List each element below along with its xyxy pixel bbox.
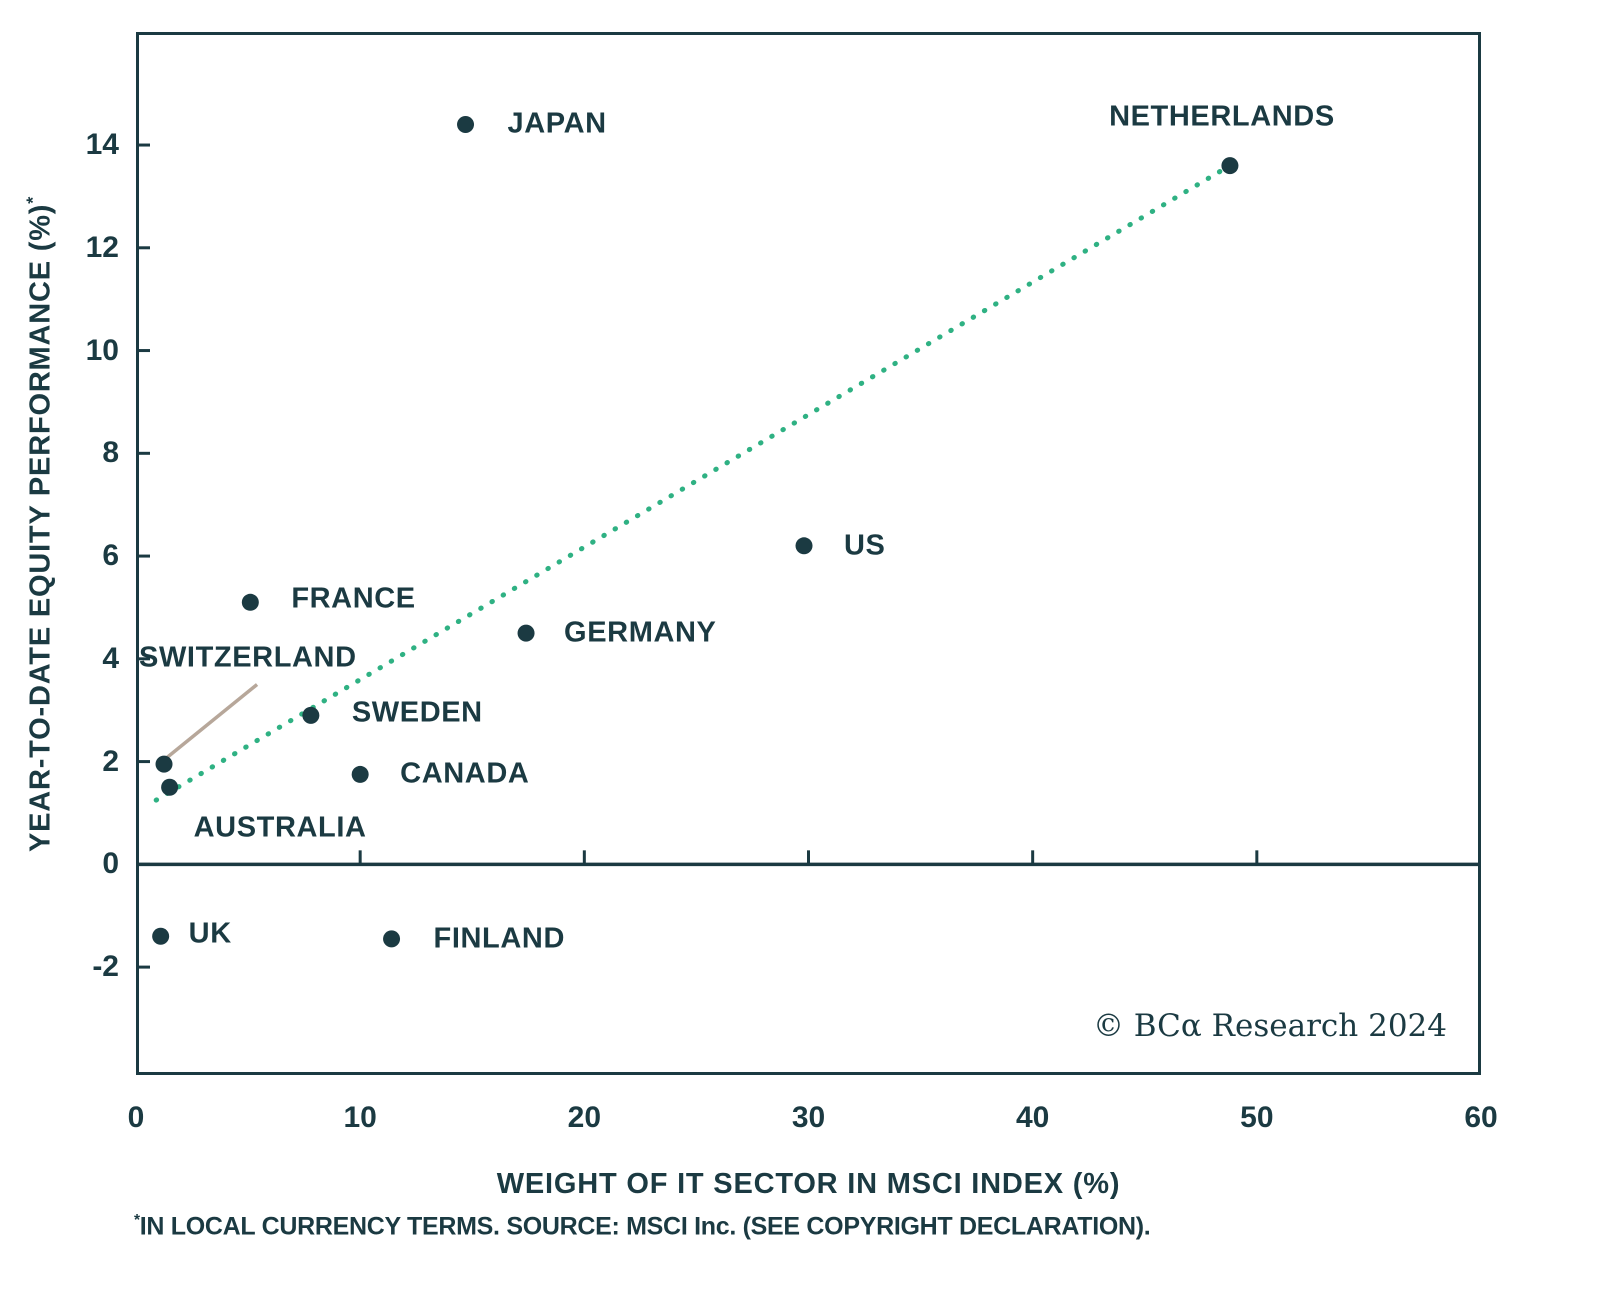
y-tick-label-14: 14 bbox=[85, 128, 119, 162]
footnote-text: IN LOCAL CURRENCY TERMS. SOURCE: MSCI In… bbox=[139, 1212, 1151, 1241]
footnote: *IN LOCAL CURRENCY TERMS. SOURCE: MSCI I… bbox=[134, 1212, 1151, 1241]
copyright-notice: © BCα Research 2024 bbox=[1092, 1008, 1447, 1044]
switzerland-pointer-line bbox=[164, 683, 259, 761]
point-label-australia: AUSTRALIA bbox=[193, 811, 367, 844]
data-point-canada bbox=[351, 765, 369, 783]
point-labels-layer: JAPAN NETHERLANDS US FRANCE GERMANY SWEDEN SWI… bbox=[136, 32, 1481, 1075]
point-label-japan: JAPAN bbox=[507, 107, 607, 140]
point-label-netherlands: NETHERLANDS bbox=[1109, 100, 1335, 133]
x-tick-label-10: 10 bbox=[343, 1101, 377, 1134]
y-tick-label-4: 4 bbox=[102, 641, 119, 675]
y-tick-label-0: 0 bbox=[102, 847, 119, 881]
data-point-finland bbox=[383, 930, 401, 948]
data-point-uk bbox=[152, 927, 170, 945]
point-label-switzerland: SWITZERLAND bbox=[139, 641, 357, 674]
point-label-finland: FINLAND bbox=[433, 922, 566, 955]
data-point-japan bbox=[457, 115, 475, 133]
point-label-uk: UK bbox=[188, 917, 232, 950]
x-tick-label-30: 30 bbox=[791, 1101, 826, 1134]
y-tick-label-8: 8 bbox=[102, 436, 119, 470]
y-axis-title: YEAR-TO-DATE EQUITY PERFORMANCE (%)* bbox=[23, 196, 58, 852]
y-tick-label-2: 2 bbox=[102, 744, 119, 778]
point-label-sweden: SWEDEN bbox=[351, 696, 483, 729]
footnote-marker: * bbox=[134, 1212, 140, 1229]
x-tick-label-50: 50 bbox=[1240, 1101, 1274, 1134]
plot-border bbox=[136, 32, 1481, 1075]
point-label-france: FRANCE bbox=[291, 582, 416, 615]
data-point-switzerland bbox=[155, 755, 173, 773]
data-point-us bbox=[795, 537, 813, 555]
y-tick-label-12: 12 bbox=[85, 230, 119, 264]
x-tick-label-20: 20 bbox=[567, 1101, 602, 1134]
data-point-netherlands bbox=[1221, 157, 1239, 175]
x-tick-label-0: 0 bbox=[127, 1101, 145, 1134]
plot-area bbox=[136, 32, 1481, 1075]
x-axis-title: WEIGHT OF IT SECTOR IN MSCI INDEX (%) bbox=[496, 1168, 1121, 1200]
data-point-germany bbox=[517, 624, 535, 642]
y-axis-title-asterisk: * bbox=[22, 195, 43, 204]
data-point-australia bbox=[161, 778, 179, 796]
trend-dotted-line bbox=[153, 163, 1233, 803]
y-tick-label-10: 10 bbox=[85, 333, 119, 367]
data-point-sweden bbox=[302, 706, 320, 724]
x-tick-label-60: 60 bbox=[1464, 1101, 1498, 1134]
data-point-france bbox=[241, 593, 259, 611]
y-axis-title-text: YEAR-TO-DATE EQUITY PERFORMANCE (%) bbox=[24, 203, 57, 853]
y-tick-label-6: 6 bbox=[102, 539, 119, 573]
point-label-germany: GERMANY bbox=[564, 616, 717, 649]
point-label-us: US bbox=[844, 529, 886, 562]
y-tick-label--2: -2 bbox=[92, 950, 119, 984]
x-tick-label-40: 40 bbox=[1015, 1101, 1050, 1134]
point-label-canada: CANADA bbox=[400, 757, 530, 790]
